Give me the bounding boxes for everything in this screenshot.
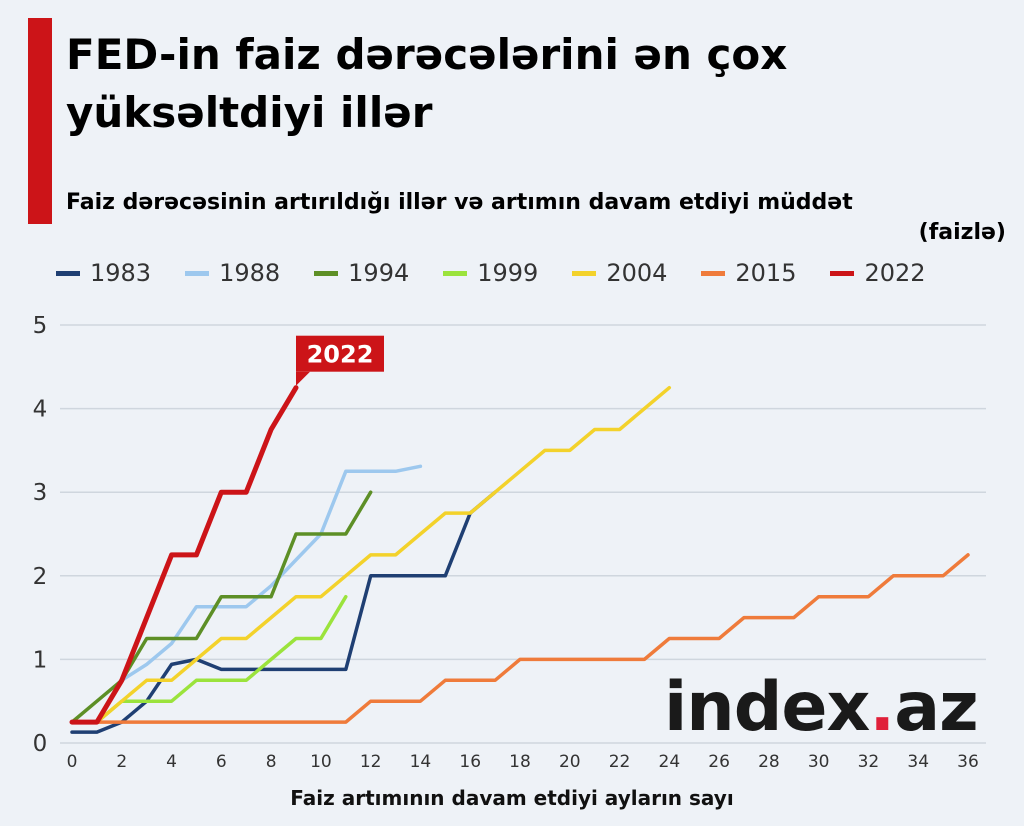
subtitle-text: Faiz dərəcəsinin artırıldığı illər və ar… — [66, 190, 853, 215]
watermark-main: index — [664, 668, 870, 747]
watermark-dot: . — [869, 668, 895, 747]
x-tick-label: 4 — [166, 752, 177, 772]
legend-swatch — [314, 270, 339, 276]
chart-legend: 1983 1988 1994 1999 2004 2015 2022 — [56, 258, 960, 288]
x-tick-label: 26 — [708, 752, 730, 772]
series-line-2015 — [70, 553, 970, 724]
legend-label: 2004 — [606, 259, 668, 287]
x-tick-label: 8 — [266, 752, 277, 772]
legend-item-1983: 1983 — [56, 259, 151, 287]
x-tick-label: 32 — [858, 752, 880, 772]
title-accent-bar — [28, 18, 52, 224]
chart-subtitle: Faiz dərəcəsinin artırıldığı illər və ar… — [66, 188, 1006, 248]
x-tick-label: 16 — [459, 752, 481, 772]
x-tick-label: 34 — [907, 752, 929, 772]
x-tick-label: 2 — [116, 752, 127, 772]
legend-label: 1983 — [90, 259, 152, 287]
x-tick-label: 28 — [758, 752, 780, 772]
annotation-label: 2022 — [307, 341, 374, 369]
legend-swatch — [830, 270, 855, 276]
legend-label: 2022 — [864, 259, 926, 287]
series-line-1983 — [70, 490, 497, 734]
legend-item-1999: 1999 — [443, 259, 538, 287]
legend-label: 1994 — [348, 259, 410, 287]
annotation-box — [296, 335, 384, 372]
legend-item-1988: 1988 — [185, 259, 280, 287]
legend-label: 1988 — [219, 259, 281, 287]
x-tick-label: 20 — [559, 752, 581, 772]
page-title: FED-in faiz dərəcələrini ən çox yüksəltd… — [66, 30, 788, 137]
y-tick-label: 1 — [33, 647, 48, 673]
x-tick-label: 30 — [808, 752, 830, 772]
x-tick-label: 14 — [410, 752, 432, 772]
legend-label: 1999 — [477, 259, 539, 287]
series-line-2004 — [70, 385, 672, 724]
y-tick-label: 5 — [33, 313, 48, 339]
x-tick-label: 24 — [659, 752, 681, 772]
legend-item-2022: 2022 — [830, 259, 926, 287]
legend-swatch — [572, 270, 597, 276]
legend-swatch — [56, 270, 80, 276]
y-tick-label: 4 — [33, 397, 48, 423]
legend-swatch — [443, 270, 468, 276]
subtitle-unit: (faizlə) — [918, 220, 1006, 245]
watermark-logo: index.az — [664, 668, 979, 747]
x-tick-label: 22 — [609, 752, 631, 772]
x-tick-label: 12 — [360, 752, 382, 772]
legend-item-2004: 2004 — [572, 259, 667, 287]
x-axis-title: Faiz artımının davam etdiyi ayların sayı — [290, 786, 734, 810]
x-tick-label: 36 — [957, 752, 979, 772]
series-line-2022 — [69, 385, 299, 725]
y-tick-label: 2 — [33, 564, 48, 590]
legend-swatch — [701, 270, 726, 276]
x-tick-label: 18 — [509, 752, 531, 772]
x-tick-label: 6 — [216, 752, 227, 772]
legend-label: 2015 — [735, 259, 797, 287]
legend-item-1994: 1994 — [314, 259, 409, 287]
series-line-1988 — [70, 464, 423, 724]
watermark-tld: az — [894, 668, 978, 747]
annotation-pointer — [296, 371, 310, 386]
legend-swatch — [185, 270, 210, 276]
y-tick-label: 3 — [33, 480, 48, 506]
x-tick-label: 0 — [67, 752, 78, 772]
y-tick-label: 0 — [33, 731, 48, 757]
x-tick-label: 10 — [310, 752, 332, 772]
legend-item-2015: 2015 — [701, 259, 796, 287]
